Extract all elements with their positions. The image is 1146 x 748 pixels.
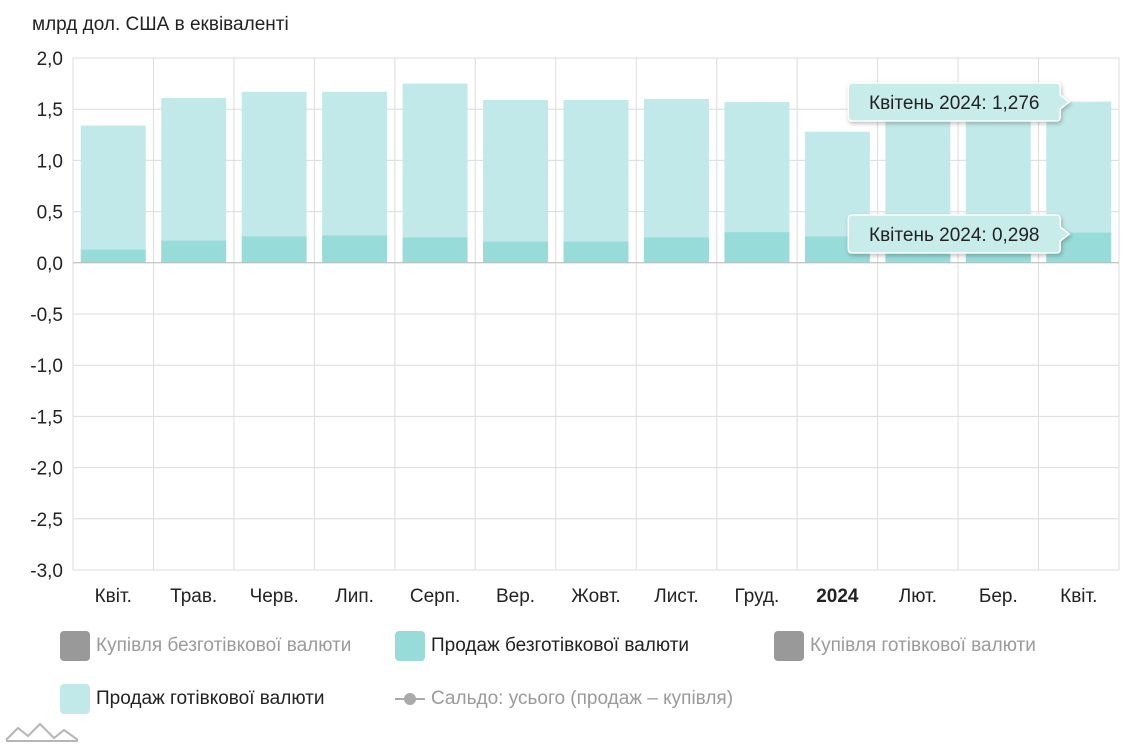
y-tick-label: -1,0 xyxy=(30,356,63,377)
legend-swatch xyxy=(774,631,804,661)
tooltip-label: Квітень 2024: 0,298 xyxy=(869,225,1039,246)
legend-label: Сальдо: усього (продаж – купівля) xyxy=(431,688,734,709)
legend-label: Продаж готівкової валюти xyxy=(96,688,325,709)
legend-swatch xyxy=(60,631,90,661)
bar-cash-sale xyxy=(483,99,549,242)
x-tick-label: Лип. xyxy=(335,586,374,607)
bar-cashless-sale xyxy=(402,237,468,263)
bar-cashless-sale xyxy=(643,237,709,263)
bar-cashless-sale xyxy=(161,240,227,263)
bar-cashless-sale xyxy=(563,241,629,263)
y-tick-label: 0,5 xyxy=(37,203,63,224)
y-tick-label: 2,0 xyxy=(37,49,63,70)
tooltip: Квітень 2024: 1,276 xyxy=(847,82,1071,122)
y-axis-unit-label: млрд дол. США в еквіваленті xyxy=(32,14,289,35)
bar-cash-sale xyxy=(322,91,388,236)
x-tick-label: Груд. xyxy=(735,586,780,607)
bar-cash-sale xyxy=(1046,101,1112,233)
bar-cash-sale xyxy=(885,102,951,236)
y-tick-label: 1,0 xyxy=(37,151,63,172)
bar-cash-sale xyxy=(80,125,146,250)
y-tick-label: 1,5 xyxy=(37,100,63,121)
y-tick-label: -3,0 xyxy=(30,561,63,582)
bar-cash-sale xyxy=(563,99,629,242)
bar-cash-sale xyxy=(724,102,790,233)
tooltip: Квітень 2024: 0,298 xyxy=(847,214,1071,254)
legend-item[interactable]: Купівля готівкової валюти xyxy=(774,631,1036,661)
y-tick-label: -1,5 xyxy=(30,407,63,428)
legend-item[interactable]: Продаж готівкової валюти xyxy=(60,684,324,714)
bar-cash-sale xyxy=(643,98,709,238)
x-tick-label: Вер. xyxy=(496,586,535,607)
legend-swatch xyxy=(395,631,425,661)
x-tick-label: Бер. xyxy=(979,586,1018,607)
x-tick-label: Лист. xyxy=(654,586,698,607)
y-tick-label: 0,0 xyxy=(37,254,63,275)
x-tick-label: Жовт. xyxy=(571,586,620,607)
bar-cashless-sale xyxy=(322,235,388,263)
tooltip-box xyxy=(847,82,1071,122)
x-tick-label: Лют. xyxy=(899,586,937,607)
bar-cash-sale xyxy=(965,102,1031,236)
bar-cash-sale xyxy=(241,91,307,237)
legend-label: Купівля готівкової валюти xyxy=(810,635,1036,656)
legend-line-marker-icon xyxy=(395,684,425,714)
legend-item[interactable]: Купівля безготівкової валюти xyxy=(60,631,351,661)
bar-cashless-sale xyxy=(483,241,549,263)
tooltip-label: Квітень 2024: 1,276 xyxy=(869,93,1039,114)
y-tick-label: -2,5 xyxy=(30,510,63,531)
tooltip-box xyxy=(847,214,1071,254)
bar-cash-sale xyxy=(402,83,468,238)
bar-cash-sale xyxy=(161,97,227,241)
y-tick-label: -0,5 xyxy=(30,305,63,326)
legend-item[interactable]: Сальдо: усього (продаж – купівля) xyxy=(395,684,733,714)
legend-label: Купівля безготівкової валюти xyxy=(96,635,352,656)
x-tick-label: Квіт. xyxy=(95,586,132,607)
legend-label: Продаж безготівкової валюти xyxy=(431,635,690,656)
x-tick-label: Квіт. xyxy=(1060,586,1097,607)
x-tick-label: Серп. xyxy=(410,586,460,607)
bar-cashless-sale xyxy=(80,249,146,263)
legend-item[interactable]: Продаж безготівкової валюти xyxy=(395,631,689,661)
bar-cashless-sale xyxy=(724,232,790,263)
y-tick-label: -2,0 xyxy=(30,459,63,480)
legend-swatch xyxy=(60,684,90,714)
x-tick-label: 2024 xyxy=(816,586,859,607)
bar-cashless-sale xyxy=(241,236,307,263)
x-tick-label: Трав. xyxy=(170,586,217,607)
x-tick-label: Черв. xyxy=(250,586,299,607)
logo-icon xyxy=(5,722,79,742)
